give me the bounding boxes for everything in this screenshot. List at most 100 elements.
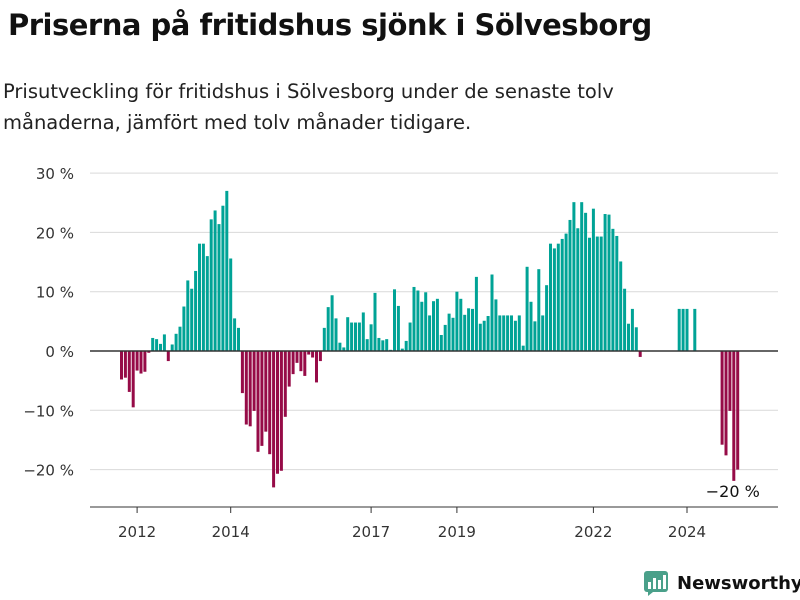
bar: [529, 301, 533, 351]
bar: [591, 208, 595, 351]
bar: [365, 339, 369, 351]
bar: [467, 308, 471, 351]
bar: [205, 256, 209, 351]
bar: [463, 314, 467, 351]
bar: [400, 348, 404, 351]
bar: [159, 343, 162, 351]
bar: [307, 351, 311, 355]
bar: [147, 351, 151, 353]
bar: [166, 351, 170, 362]
bar: [693, 308, 697, 351]
bar: [334, 318, 338, 351]
bar: [681, 308, 685, 351]
bar: [354, 322, 357, 351]
x-tick-label: 2024: [668, 523, 706, 541]
bar: [233, 318, 237, 351]
bar: [318, 351, 322, 362]
bar: [611, 228, 615, 351]
bar: [299, 351, 303, 372]
bar: [455, 291, 459, 351]
bar: [194, 270, 198, 351]
bar: [237, 327, 240, 351]
bar: [182, 306, 186, 351]
bar: [346, 317, 350, 351]
bar: [162, 334, 166, 351]
bar: [572, 202, 576, 351]
bar: [213, 210, 217, 351]
bar: [229, 258, 233, 351]
y-tick-label: 0 %: [45, 343, 74, 361]
bar: [580, 202, 584, 351]
y-axis: 30 % 20 % 10 % 0 % −10 % −20 %: [23, 165, 74, 480]
bar: [486, 316, 490, 351]
annotations: −20 %: [706, 482, 760, 501]
bar: [283, 351, 287, 417]
bar: [517, 315, 521, 351]
x-tick-label: 2022: [574, 523, 612, 541]
bar: [545, 285, 549, 351]
bars: [120, 190, 740, 488]
bar: [244, 351, 248, 425]
bar: [416, 290, 420, 351]
bar: [490, 274, 494, 351]
bar: [435, 298, 439, 351]
bar: [326, 307, 330, 351]
bar: [225, 190, 229, 351]
bar: [420, 301, 424, 351]
bar: [506, 315, 510, 351]
bar: [190, 288, 194, 351]
bar: [439, 334, 443, 351]
bar: [525, 266, 529, 351]
bar: [510, 315, 513, 351]
bar: [728, 351, 732, 411]
bar: [513, 320, 517, 351]
bar: [373, 292, 377, 351]
bar: [120, 351, 123, 380]
bar: [677, 308, 681, 351]
bar: [502, 315, 506, 351]
bar: [432, 301, 435, 351]
bar: [630, 308, 634, 351]
bar: [533, 321, 537, 351]
bar: [393, 289, 396, 351]
bar: [584, 212, 588, 351]
brand-name: Newsworthy: [677, 572, 800, 594]
y-tick-label: −20 %: [23, 462, 74, 480]
bar: [350, 322, 354, 351]
bar: [474, 276, 478, 351]
data-label: −20 %: [706, 482, 760, 501]
y-tick-label: −10 %: [23, 402, 74, 420]
bar: [170, 344, 174, 351]
bar: [151, 337, 155, 351]
bar: [595, 236, 599, 351]
bar: [338, 342, 342, 351]
bar: [498, 315, 502, 351]
bar: [279, 351, 283, 471]
bar: [248, 351, 252, 427]
bar: [291, 351, 295, 375]
bar: [447, 313, 451, 351]
x-tick-label: 2019: [438, 523, 476, 541]
bar: [588, 237, 591, 351]
bar: [357, 322, 361, 351]
page-title: Priserna på fritidshus sjönk i Sölvesbor…: [8, 8, 652, 42]
bar: [471, 308, 474, 351]
y-tick-label: 10 %: [36, 284, 74, 302]
bar: [564, 233, 568, 351]
bar: [330, 295, 334, 351]
bar: [607, 214, 611, 351]
bar: [736, 351, 740, 470]
bar: [276, 351, 279, 474]
y-tick-label: 30 %: [36, 165, 74, 183]
bar: [552, 248, 556, 351]
x-tick-label: 2014: [212, 523, 250, 541]
bar: [178, 326, 182, 351]
newsworthy-logo-icon: [644, 571, 668, 596]
bar: [408, 322, 412, 351]
bar: [311, 351, 315, 358]
bar: [287, 351, 291, 387]
bar: [361, 312, 365, 351]
bar: [385, 339, 389, 351]
bar: [369, 324, 373, 351]
